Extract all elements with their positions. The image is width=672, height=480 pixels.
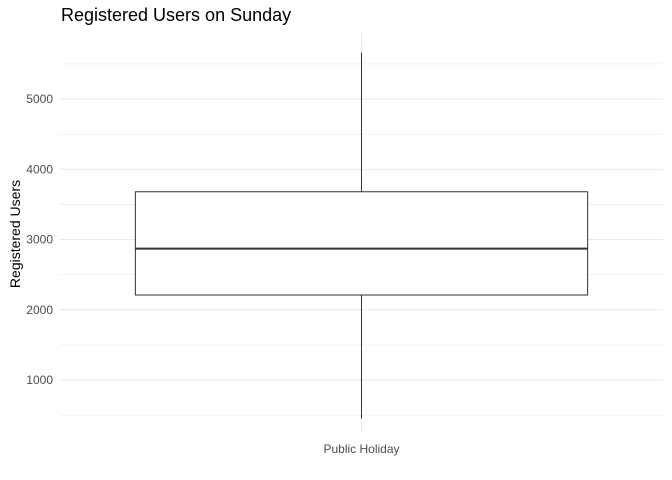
y-tick-label: 4000 [26,162,53,176]
y-tick-label: 3000 [26,233,53,247]
y-axis-title: Registered Users [7,180,23,288]
y-tick-label: 1000 [26,373,53,387]
x-tick-label: Public Holiday [323,442,399,456]
y-tick-label: 5000 [26,92,53,106]
box-group [134,52,589,419]
box-layer [134,52,589,419]
iqr-box [134,191,589,296]
y-tick-label: 2000 [26,303,53,317]
chart-title: Registered Users on Sunday [61,5,292,25]
tick-layer: 1000 2000 3000 4000 5000 Public Holiday [26,92,399,456]
